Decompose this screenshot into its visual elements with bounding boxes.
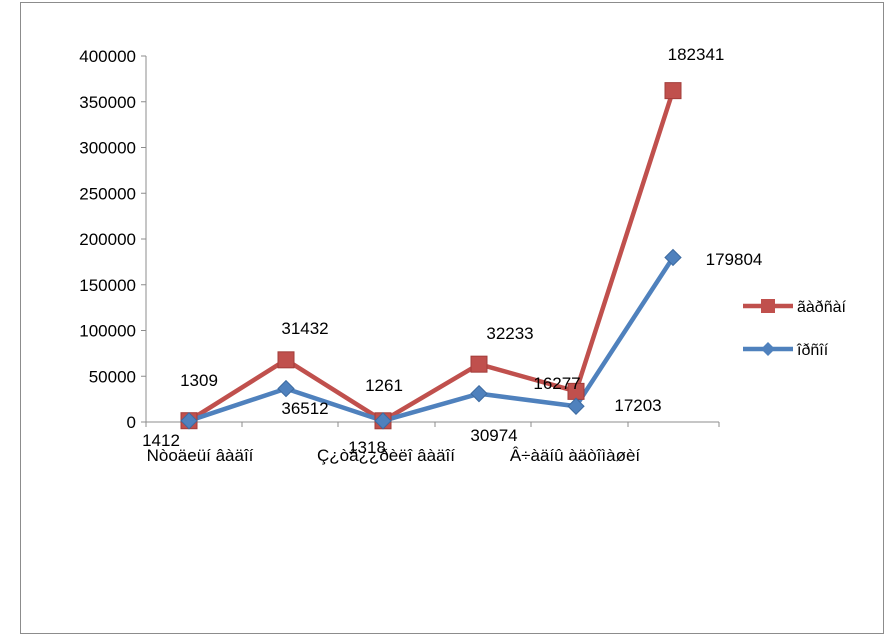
data-label: 31432	[281, 319, 328, 338]
legend: ãàðñàí îðñîí	[743, 299, 846, 359]
y-tick-label: 300000	[79, 139, 136, 158]
data-label: 16277	[533, 374, 580, 393]
y-tick-label: 100000	[79, 322, 136, 341]
data-label: 1412	[142, 431, 180, 450]
y-tick-label: 50000	[89, 367, 136, 386]
chart-frame	[20, 2, 884, 634]
data-point-square	[277, 351, 295, 369]
data-label: 32233	[486, 324, 533, 343]
y-tick-label: 150000	[79, 276, 136, 295]
legend-label: îðñîí	[796, 342, 829, 359]
y-tick-label: 200000	[79, 230, 136, 249]
legend-marker-diamond	[761, 342, 775, 356]
data-point-square	[470, 355, 488, 373]
data-point-diamond	[470, 384, 488, 403]
y-tick-label: 350000	[79, 93, 136, 112]
x-tick-label: Â÷àäíû àäòîìàøèí	[510, 446, 641, 465]
x-tick-label: Ç¿òã¿¿ðèëî âàäîí	[317, 446, 455, 465]
data-label: 1318	[348, 438, 386, 457]
data-point-diamond	[567, 397, 585, 415]
series-markers	[180, 82, 682, 430]
y-tick-label: 0	[127, 413, 136, 432]
data-point-diamond	[180, 412, 198, 430]
data-label: 36512	[281, 399, 328, 418]
series-line-1	[188, 256, 675, 424]
data-point-square	[664, 82, 682, 100]
data-point-diamond	[664, 248, 682, 267]
y-tick-label: 400000	[79, 47, 136, 66]
data-labels: 1412 31432 1318 32233 16277 182341 1309 36512 12…	[142, 45, 762, 457]
legend-label: ãàðñàí	[797, 299, 846, 316]
data-label: 30974	[470, 426, 517, 445]
series-line-0	[187, 89, 676, 424]
data-label: 17203	[614, 396, 661, 415]
data-label: 182341	[668, 45, 725, 64]
data-label: 1261	[365, 376, 403, 395]
data-point-diamond	[277, 379, 295, 398]
x-tick-labels: Nòoäeüí âàäîí Ç¿òã¿¿ðèëî âàäîí Â÷àäíû àäòî…	[147, 446, 641, 465]
y-tick-label: 250000	[79, 184, 136, 203]
data-label: 1309	[180, 371, 218, 390]
legend-marker-square	[761, 299, 775, 313]
data-label: 179804	[706, 250, 763, 269]
y-tick-labels: 0 50000 100000 150000 200000 250000 300000 3500…	[79, 47, 136, 432]
x-tick-label: Nòoäeüí âàäîí	[147, 446, 254, 465]
series-lines	[187, 89, 676, 424]
axes	[141, 55, 720, 427]
data-point-diamond	[374, 412, 392, 430]
